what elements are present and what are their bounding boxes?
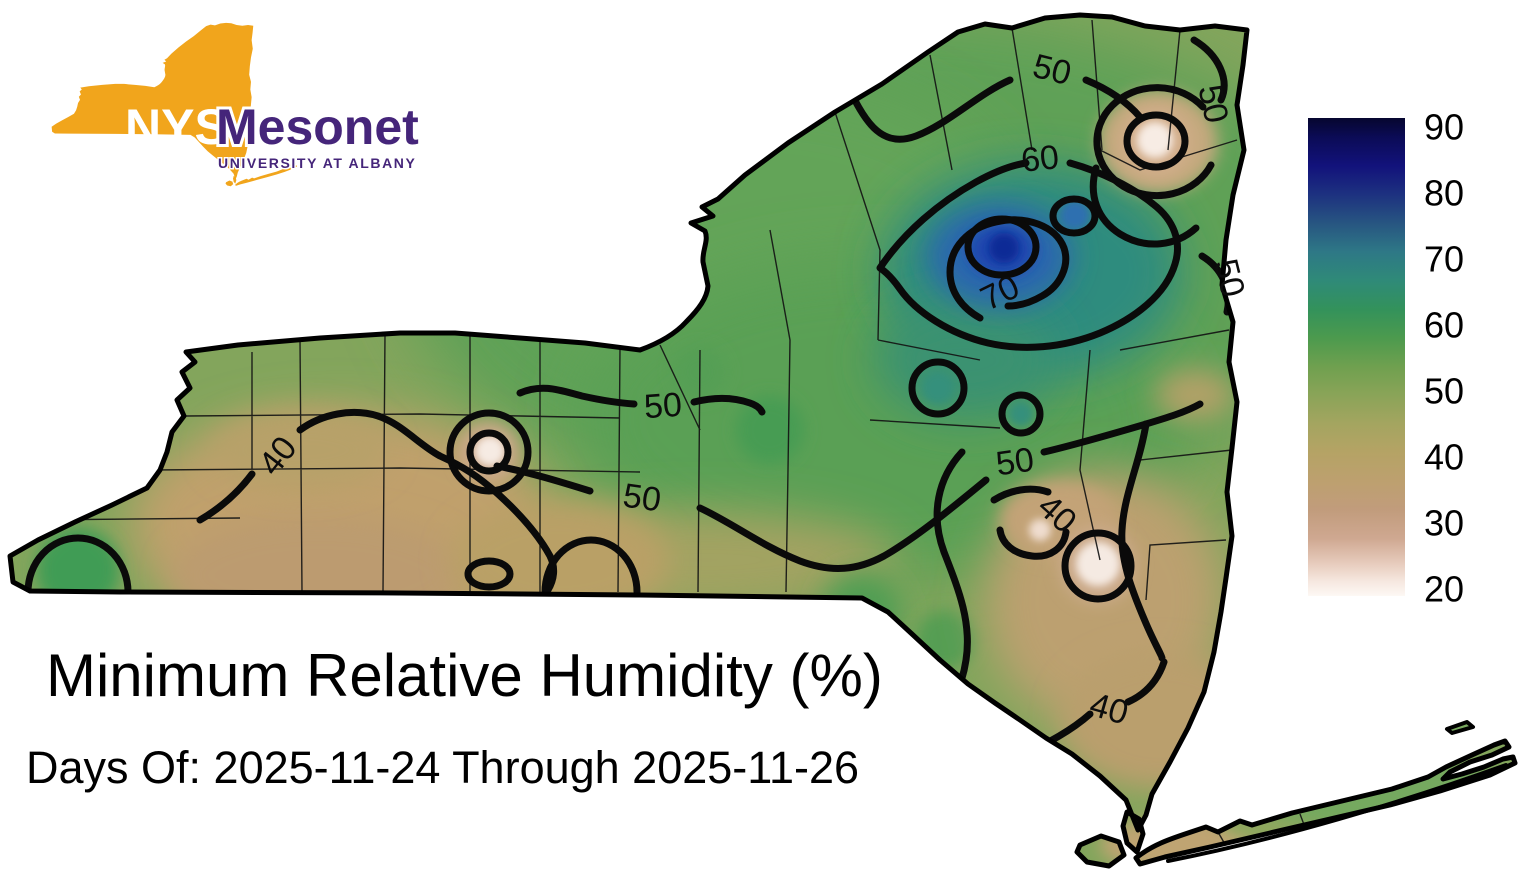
colorbar-tick: 80: [1424, 173, 1464, 214]
contour-label: 50: [1029, 47, 1075, 93]
logo-brand: Mesonet: [216, 99, 419, 155]
contour-label: 50: [994, 441, 1037, 484]
page-title: Minimum Relative Humidity (%): [46, 642, 883, 709]
contour-label: 50: [643, 386, 683, 427]
colorbar-tick: 50: [1424, 371, 1464, 412]
colorbar-tick: 70: [1424, 239, 1464, 280]
fishers-island: [1445, 720, 1475, 735]
colorbar-gradient: [1308, 118, 1405, 596]
contour-label: 50: [621, 477, 664, 520]
colorbar-tick: 60: [1424, 305, 1464, 346]
logo-acronym: NYS: [125, 99, 228, 155]
colorbar-tick: 30: [1424, 503, 1464, 544]
colorbar: 90 80 70 60 50 40 30 20: [1308, 107, 1464, 610]
colorbar-tick: 40: [1424, 437, 1464, 478]
contour-label: 60: [1019, 138, 1061, 180]
colorbar-tick: 90: [1424, 107, 1464, 148]
nys-mesonet-logo: NYS Mesonet UNIVERSITY AT ALBANY: [28, 4, 422, 226]
contour-label: 50: [1190, 82, 1235, 127]
date-range-subtitle: Days Of: 2025-11-24 Through 2025-11-26: [26, 742, 860, 793]
colorbar-tick: 20: [1424, 569, 1464, 610]
contour-label: 50: [1206, 255, 1252, 301]
contour-lines: [24, 36, 1232, 764]
logo-tagline: UNIVERSITY AT ALBANY: [218, 155, 416, 171]
barrier-islands-line: [1166, 763, 1508, 863]
